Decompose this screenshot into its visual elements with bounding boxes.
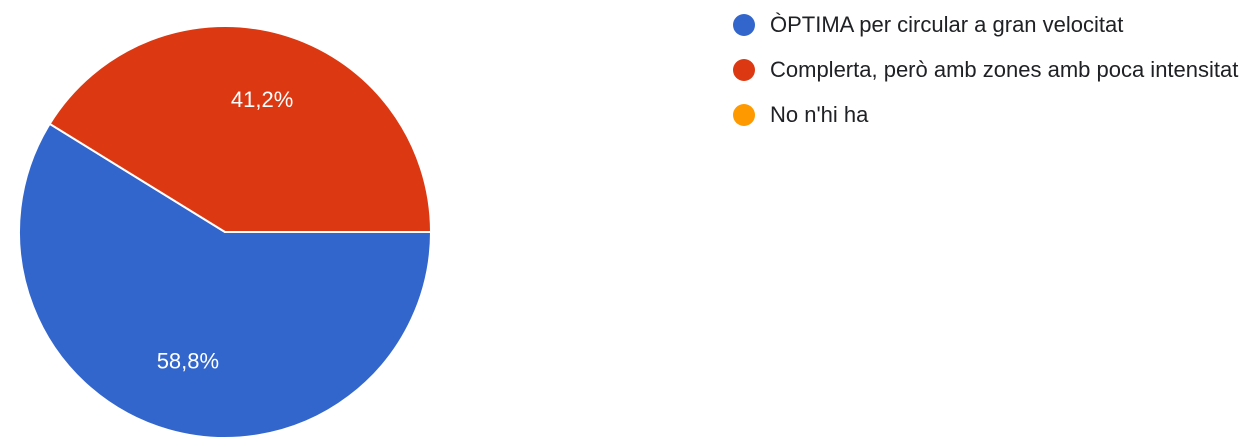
legend-label: ÒPTIMA per circular a gran velocitat <box>770 12 1124 37</box>
slice-label-complerta: 41,2% <box>231 87 293 112</box>
pie-slice-complerta[interactable] <box>48 25 433 233</box>
legend-label: Complerta, però amb zones amb poca inten… <box>770 57 1239 82</box>
pie-slice-optima[interactable] <box>18 122 433 439</box>
pie-chart: 58,8% 41,2% <box>18 25 433 439</box>
legend-label: No n'hi ha <box>770 102 869 127</box>
legend-swatch-blue <box>733 14 755 36</box>
legend-swatch-red <box>733 59 755 81</box>
slice-label-optima: 58,8% <box>157 349 219 374</box>
legend-item-complerta[interactable]: Complerta, però amb zones amb poca inten… <box>733 53 1243 86</box>
legend: ÒPTIMA per circular a gran velocitat Com… <box>733 8 1243 143</box>
legend-item-no-nhi-ha[interactable]: No n'hi ha <box>733 98 1243 131</box>
legend-item-optima[interactable]: ÒPTIMA per circular a gran velocitat <box>733 8 1243 41</box>
legend-swatch-orange <box>733 104 755 126</box>
